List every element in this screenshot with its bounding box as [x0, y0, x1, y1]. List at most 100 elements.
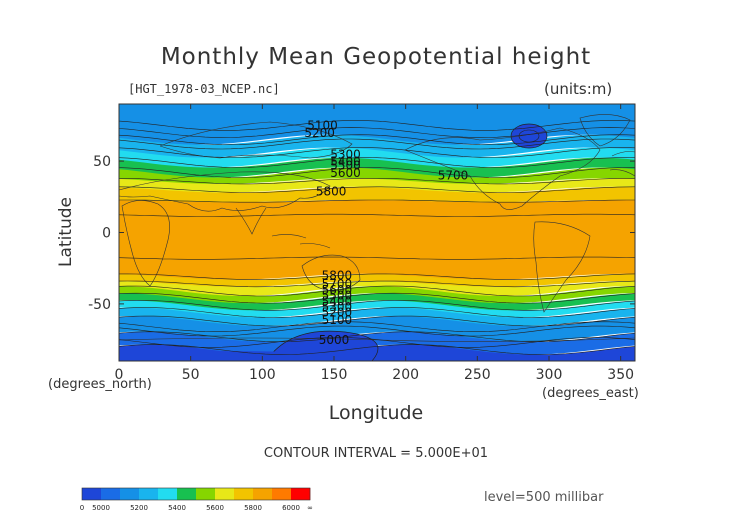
contour-line — [119, 292, 635, 304]
contour-lines — [119, 120, 635, 355]
contour-label: 5000 — [319, 333, 350, 347]
y-unit-label: (degrees_north) — [48, 377, 152, 392]
contour-line — [119, 138, 635, 150]
contour-line — [119, 273, 635, 280]
contour-line — [119, 307, 635, 318]
x-tick-label: 100 — [249, 367, 276, 383]
contour-label: 5200 — [304, 126, 335, 140]
x-tick-label: 200 — [392, 367, 419, 383]
contour-line — [119, 178, 635, 185]
contour-label: 5300 — [330, 147, 361, 161]
colorbar-swatch — [234, 488, 254, 500]
colorbar-swatch — [177, 488, 197, 500]
contour-line — [119, 134, 635, 146]
contour-band — [119, 300, 635, 318]
colorbar-label: 5400 — [168, 504, 186, 512]
colorbar-label: 5200 — [130, 504, 148, 512]
colorbar: 0 5000 5200 5400 5600 5800 6000 ∞ — [80, 487, 313, 512]
contour-band — [119, 167, 635, 184]
colorbar-swatch — [82, 488, 102, 500]
file-label: [HGT_1978-03_NCEP.nc] — [128, 82, 280, 96]
contour-label: 5300 — [322, 300, 353, 314]
colorbar-swatch — [253, 488, 273, 500]
axes: 0 50 100 150 200 250 300 350 -50 0 50 — [88, 104, 635, 383]
x-tick-label: 350 — [607, 367, 634, 383]
contour-line — [119, 157, 635, 168]
colorbar-label: 5800 — [244, 504, 262, 512]
contour-line — [119, 325, 635, 337]
contour-band — [119, 178, 635, 193]
coast-greenland — [579, 114, 631, 147]
colorbar-swatch — [101, 488, 121, 500]
contour-band — [119, 199, 635, 280]
contour-interval-label: CONTOUR INTERVAL = 5.000E+01 — [263, 446, 489, 461]
contour-line — [119, 337, 635, 348]
coast-asia-north — [159, 121, 353, 159]
contour-line — [119, 300, 635, 311]
colorbar-frame — [81, 487, 311, 501]
x-axis-label: Longitude — [328, 402, 424, 424]
contour-label: 5600 — [322, 283, 353, 297]
contour-label: 5600 — [330, 166, 361, 180]
low-center-south — [265, 330, 379, 361]
coast-indonesia — [271, 234, 331, 249]
coast-europe-west — [609, 151, 635, 177]
contour-label: 5400 — [322, 294, 353, 308]
contour-line — [119, 285, 635, 297]
colorbar-label: 0 — [80, 504, 84, 512]
chart-title: Monthly Mean Geopotential height — [160, 44, 592, 70]
contour-line — [119, 147, 635, 158]
x-tick-label: 0 — [115, 367, 124, 383]
contour-band — [119, 281, 635, 296]
contour-line — [119, 127, 635, 138]
x-tick-label: 300 — [536, 367, 563, 383]
coastlines — [119, 114, 635, 342]
colorbar-swatch — [139, 488, 159, 500]
contour-line — [119, 280, 635, 288]
contour-band — [119, 307, 635, 326]
colorbar-swatch — [291, 488, 311, 500]
coast-africa — [121, 200, 170, 287]
antarctic-wedge — [119, 351, 290, 361]
x-tick-label: 250 — [464, 367, 491, 383]
contour-band — [119, 273, 635, 287]
contour-label: 5100 — [307, 119, 338, 133]
y-tick-label: -50 — [88, 297, 111, 313]
contour-band — [119, 293, 635, 311]
x-tick-label: 50 — [182, 367, 200, 383]
contour-label: 5400 — [330, 154, 361, 168]
contour-label: 5500 — [322, 289, 353, 303]
colorbar-swatch — [196, 488, 216, 500]
colorbar-label: ∞ — [307, 504, 313, 512]
colorbar-swatch — [158, 488, 178, 500]
contour-band — [119, 316, 635, 342]
contour-band — [119, 104, 635, 145]
colorbar-label: 5000 — [92, 504, 110, 512]
contour-line — [119, 199, 635, 203]
contour-label: 5100 — [322, 313, 353, 327]
coast-north-america — [404, 127, 601, 210]
contour-label: 5700 — [322, 277, 353, 291]
x-unit-label: (degrees_east) — [542, 386, 639, 401]
coast-australia — [301, 254, 361, 291]
units-label: (units:m) — [544, 80, 613, 98]
coast-eurasia — [119, 171, 331, 212]
colorbar-label: 5600 — [206, 504, 224, 512]
level-label: level=500 millibar — [484, 490, 604, 505]
x-tick-label: 150 — [321, 367, 348, 383]
contour-label: 5500 — [330, 159, 361, 173]
contour-label: 5800 — [322, 269, 353, 283]
contour-line — [119, 256, 635, 260]
y-tick-label: 0 — [102, 226, 111, 242]
contour-line — [119, 186, 635, 193]
contour-band — [119, 186, 635, 203]
contour-band — [119, 331, 635, 355]
contour-line — [119, 213, 635, 217]
contour-line — [119, 344, 635, 355]
contour-line — [119, 321, 635, 332]
y-tick-label: 50 — [93, 154, 111, 170]
contour-label: 5800 — [316, 184, 347, 198]
filled-contour-bands — [119, 104, 635, 361]
